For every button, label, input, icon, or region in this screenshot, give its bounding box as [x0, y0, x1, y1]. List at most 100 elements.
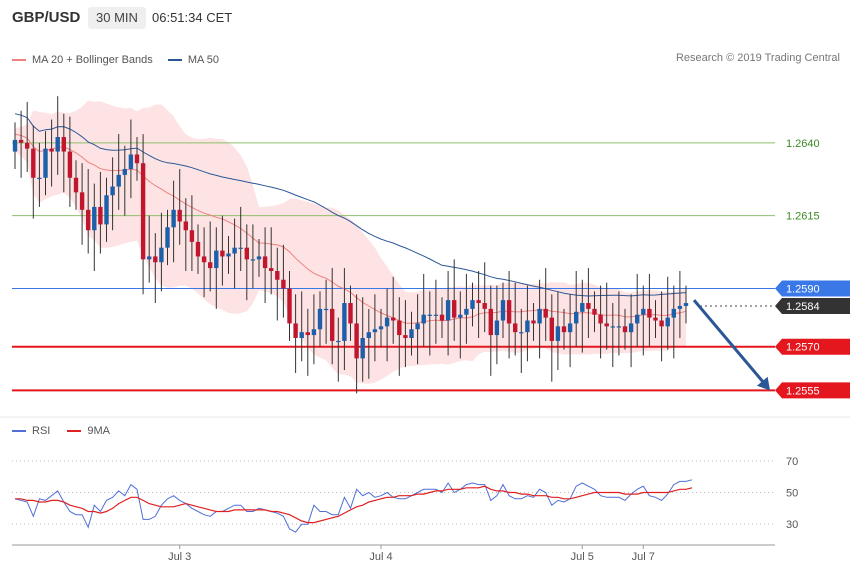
candle: [171, 180, 176, 263]
candle-body: [397, 320, 402, 336]
candle-body: [433, 314, 439, 316]
candle-body: [409, 329, 414, 338]
candle: [482, 262, 487, 333]
candle: [293, 294, 298, 373]
candle-body: [513, 323, 518, 333]
legend-9ma-label: 9MA: [87, 425, 111, 437]
level-tag-1.2555: [775, 382, 850, 399]
candle-body: [244, 247, 249, 260]
candle-body: [555, 326, 561, 341]
candle-body: [647, 308, 652, 318]
candle: [43, 131, 48, 196]
level-label-1.2590: 1.2590: [775, 280, 850, 297]
rsi-tick-30: 30: [786, 519, 798, 531]
candle-body: [574, 311, 579, 324]
level-label-1.2584: 1.2584: [775, 297, 850, 314]
candle: [635, 273, 640, 347]
candle-body: [110, 186, 115, 196]
candle: [153, 233, 158, 304]
candle: [665, 276, 670, 350]
candle-body: [287, 288, 292, 324]
candle: [427, 291, 432, 356]
candle-body: [427, 314, 432, 316]
candle-body: [177, 209, 182, 222]
candle: [61, 113, 66, 193]
candle-body: [37, 177, 42, 179]
candle: [92, 183, 97, 271]
rsi-series-9MA: [15, 485, 693, 524]
candle: [360, 297, 365, 382]
candle-body: [476, 300, 481, 304]
candle-body: [470, 300, 475, 309]
candle: [275, 247, 280, 321]
pair-symbol: GBP/USD: [12, 9, 81, 26]
candle-body: [18, 139, 24, 143]
candle: [336, 317, 341, 382]
candle-body: [384, 317, 390, 327]
candle-body: [305, 332, 310, 336]
candle-body: [653, 317, 658, 321]
candle-body: [140, 163, 146, 260]
candle: [25, 102, 30, 172]
candle-body: [256, 256, 262, 260]
candle-body: [598, 314, 603, 324]
candle-body: [641, 308, 646, 315]
candle-body: [122, 169, 127, 175]
candle: [586, 268, 591, 338]
candle-body: [25, 142, 30, 149]
candle: [98, 171, 103, 254]
candle: [299, 291, 304, 362]
rsi-legend: RSI 9MA: [12, 423, 124, 437]
candle-body: [567, 323, 573, 333]
candle: [445, 271, 451, 356]
candle: [403, 300, 408, 368]
candle: [653, 300, 658, 338]
candle-body: [506, 300, 512, 324]
candle: [37, 142, 42, 207]
candle-body: [683, 303, 689, 306]
candle-body: [275, 271, 280, 280]
candle-body: [31, 148, 36, 178]
candle: [610, 303, 615, 368]
legend-ma20-label: MA 20 + Bollinger Bands: [32, 54, 153, 66]
candle-body: [488, 308, 493, 336]
candle: [391, 276, 396, 344]
timeframe-selector[interactable]: 30 MIN: [88, 7, 146, 29]
candle: [409, 311, 414, 356]
level-tag-1.2590: [775, 280, 850, 297]
level-label-1.2555: 1.2555: [775, 382, 850, 399]
candle-body: [543, 308, 548, 318]
candle-body: [628, 323, 634, 333]
candle: [195, 224, 201, 274]
level-label-1.2570: 1.2570: [775, 338, 850, 355]
candle-body: [73, 177, 79, 193]
candle: [226, 236, 231, 274]
projection-arrow: [692, 299, 770, 391]
legend-rsi-label: RSI: [32, 425, 51, 437]
candle: [244, 224, 249, 301]
candle-body: [519, 332, 524, 334]
candle-body: [561, 326, 567, 333]
candle-body: [147, 256, 152, 260]
candle: [323, 279, 329, 344]
candle-body: [439, 314, 445, 321]
candle: [256, 238, 262, 277]
legend-ma50-label: MA 50: [187, 54, 220, 66]
candle: [214, 227, 219, 309]
candle-body: [378, 326, 384, 330]
candle-body: [61, 137, 66, 152]
candle-body: [153, 256, 158, 263]
candle: [238, 206, 243, 271]
candle: [683, 285, 689, 324]
level-tag-1.2584: [775, 297, 850, 314]
candle: [208, 221, 213, 292]
candle-body: [494, 320, 500, 336]
projection-arrow-head: [756, 376, 770, 391]
candle: [415, 294, 420, 365]
candle: [458, 291, 463, 359]
candle: [134, 137, 140, 181]
candle-body: [171, 209, 176, 228]
candle-body: [134, 154, 140, 164]
candle: [397, 297, 402, 376]
